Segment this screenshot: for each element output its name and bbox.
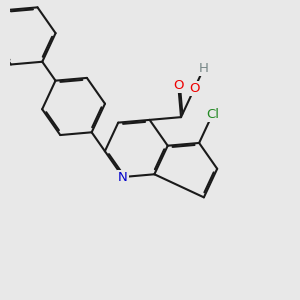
Text: Cl: Cl — [206, 108, 219, 121]
Text: H: H — [199, 62, 208, 75]
Text: O: O — [189, 82, 200, 95]
Text: N: N — [118, 170, 128, 184]
Text: O: O — [173, 79, 184, 92]
